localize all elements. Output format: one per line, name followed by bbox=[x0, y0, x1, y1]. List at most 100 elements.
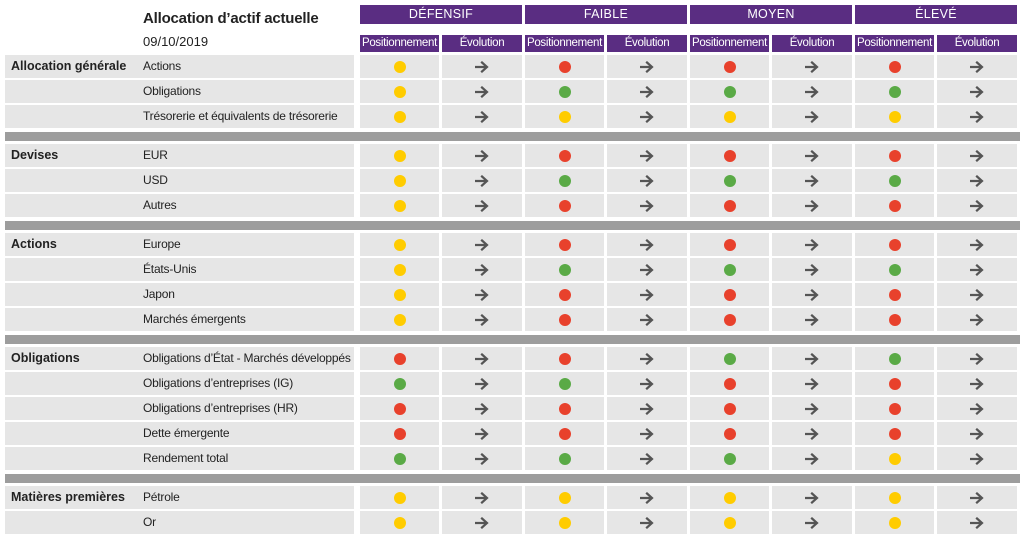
row-label-bg bbox=[5, 422, 354, 445]
position-indicator-yellow bbox=[393, 516, 406, 529]
position-indicator-red bbox=[558, 149, 571, 162]
position-indicator-yellow bbox=[393, 263, 406, 276]
position-indicator-red bbox=[888, 60, 901, 73]
arrow-right-icon bbox=[805, 402, 819, 415]
subheader-positionnement: Positionnement bbox=[690, 35, 769, 52]
arrow-right-icon bbox=[805, 313, 819, 326]
arrow-right-icon bbox=[475, 516, 489, 529]
position-indicator-red bbox=[393, 352, 406, 365]
position-indicator-red bbox=[888, 402, 901, 415]
position-indicator-red bbox=[723, 288, 736, 301]
position-indicator-red bbox=[558, 352, 571, 365]
subheader-evolution: Évolution bbox=[607, 35, 687, 52]
asset-label: Obligations d’entreprises (HR) bbox=[143, 401, 298, 415]
position-indicator-red bbox=[888, 149, 901, 162]
row-label-bg bbox=[5, 80, 354, 103]
arrow-right-icon bbox=[970, 288, 984, 301]
position-indicator-red bbox=[558, 402, 571, 415]
arrow-right-icon bbox=[475, 491, 489, 504]
position-indicator-green bbox=[393, 452, 406, 465]
position-indicator-green bbox=[723, 85, 736, 98]
arrow-right-icon bbox=[805, 263, 819, 276]
arrow-right-icon bbox=[640, 516, 654, 529]
arrow-right-icon bbox=[970, 60, 984, 73]
arrow-right-icon bbox=[805, 491, 819, 504]
position-indicator-yellow bbox=[393, 288, 406, 301]
arrow-right-icon bbox=[475, 174, 489, 187]
position-indicator-yellow bbox=[888, 491, 901, 504]
section-separator bbox=[5, 474, 1020, 483]
arrow-right-icon bbox=[475, 402, 489, 415]
position-indicator-yellow bbox=[723, 491, 736, 504]
row-label-bg bbox=[5, 233, 354, 256]
asset-label: Obligations d’État - Marchés développés bbox=[143, 351, 351, 365]
arrow-right-icon bbox=[970, 85, 984, 98]
asset-label: Rendement total bbox=[143, 451, 229, 465]
position-indicator-red bbox=[723, 149, 736, 162]
profile-header: ÉLEVÉ bbox=[855, 5, 1017, 24]
arrow-right-icon bbox=[805, 288, 819, 301]
asset-label: Marchés émergents bbox=[143, 312, 246, 326]
row-label-bg bbox=[5, 347, 354, 370]
arrow-right-icon bbox=[475, 149, 489, 162]
profile-header: MOYEN bbox=[690, 5, 852, 24]
position-indicator-red bbox=[888, 313, 901, 326]
arrow-right-icon bbox=[970, 110, 984, 123]
position-indicator-yellow bbox=[393, 491, 406, 504]
arrow-right-icon bbox=[475, 313, 489, 326]
arrow-right-icon bbox=[805, 352, 819, 365]
arrow-right-icon bbox=[475, 110, 489, 123]
position-indicator-red bbox=[888, 199, 901, 212]
position-indicator-yellow bbox=[393, 174, 406, 187]
arrow-right-icon bbox=[475, 352, 489, 365]
subheader-positionnement: Positionnement bbox=[360, 35, 439, 52]
arrow-right-icon bbox=[640, 60, 654, 73]
position-indicator-green bbox=[558, 452, 571, 465]
arrow-right-icon bbox=[640, 352, 654, 365]
position-indicator-yellow bbox=[558, 110, 571, 123]
arrow-right-icon bbox=[805, 110, 819, 123]
arrow-right-icon bbox=[475, 85, 489, 98]
subheader-evolution: Évolution bbox=[772, 35, 852, 52]
arrow-right-icon bbox=[475, 238, 489, 251]
position-indicator-yellow bbox=[393, 85, 406, 98]
arrow-right-icon bbox=[805, 452, 819, 465]
category-label: Devises bbox=[11, 148, 59, 162]
arrow-right-icon bbox=[970, 263, 984, 276]
asset-label: Pétrole bbox=[143, 490, 180, 504]
arrow-right-icon bbox=[640, 238, 654, 251]
section-separator bbox=[5, 132, 1020, 141]
arrow-right-icon bbox=[475, 427, 489, 440]
arrow-right-icon bbox=[970, 452, 984, 465]
page-title: Allocation d’actif actuelle bbox=[143, 10, 319, 27]
arrow-right-icon bbox=[475, 199, 489, 212]
position-indicator-yellow bbox=[393, 238, 406, 251]
position-indicator-red bbox=[723, 238, 736, 251]
arrow-right-icon bbox=[640, 402, 654, 415]
position-indicator-red bbox=[558, 60, 571, 73]
position-indicator-green bbox=[723, 174, 736, 187]
arrow-right-icon bbox=[640, 110, 654, 123]
arrow-right-icon bbox=[970, 402, 984, 415]
section-separator bbox=[5, 335, 1020, 344]
row-label-bg bbox=[5, 283, 354, 306]
position-indicator-green bbox=[558, 85, 571, 98]
position-indicator-green bbox=[723, 263, 736, 276]
position-indicator-yellow bbox=[393, 60, 406, 73]
position-indicator-red bbox=[888, 238, 901, 251]
asset-label: Obligations bbox=[143, 84, 201, 98]
arrow-right-icon bbox=[805, 377, 819, 390]
row-label-bg bbox=[5, 169, 354, 192]
position-indicator-red bbox=[558, 238, 571, 251]
position-indicator-yellow bbox=[393, 110, 406, 123]
position-indicator-red bbox=[723, 377, 736, 390]
position-indicator-red bbox=[723, 313, 736, 326]
category-label: Allocation générale bbox=[11, 59, 127, 73]
category-label: Obligations bbox=[11, 351, 80, 365]
position-indicator-yellow bbox=[558, 516, 571, 529]
arrow-right-icon bbox=[805, 516, 819, 529]
position-indicator-red bbox=[888, 427, 901, 440]
arrow-right-icon bbox=[805, 149, 819, 162]
profile-header: FAIBLE bbox=[525, 5, 687, 24]
subheader-positionnement: Positionnement bbox=[525, 35, 604, 52]
